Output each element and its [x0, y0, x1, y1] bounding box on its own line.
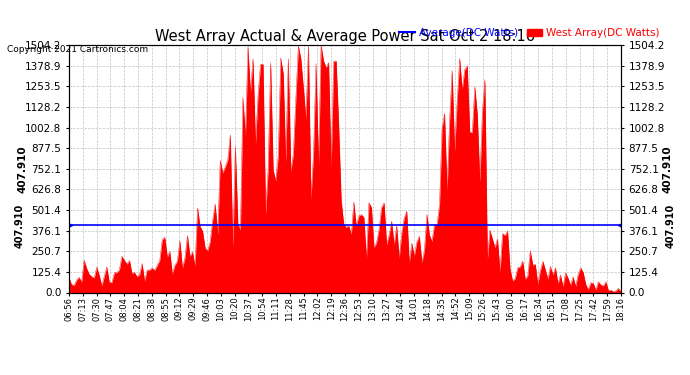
- Legend: Average(DC Watts), West Array(DC Watts): Average(DC Watts), West Array(DC Watts): [395, 24, 664, 42]
- Text: 407.910: 407.910: [14, 203, 24, 248]
- Text: 407.910: 407.910: [17, 145, 27, 193]
- Text: 407.910: 407.910: [666, 203, 676, 248]
- Title: West Array Actual & Average Power Sat Oct 2 18:16: West Array Actual & Average Power Sat Oc…: [155, 29, 535, 44]
- Text: Copyright 2021 Cartronics.com: Copyright 2021 Cartronics.com: [7, 45, 148, 54]
- Text: 407.910: 407.910: [663, 145, 673, 193]
